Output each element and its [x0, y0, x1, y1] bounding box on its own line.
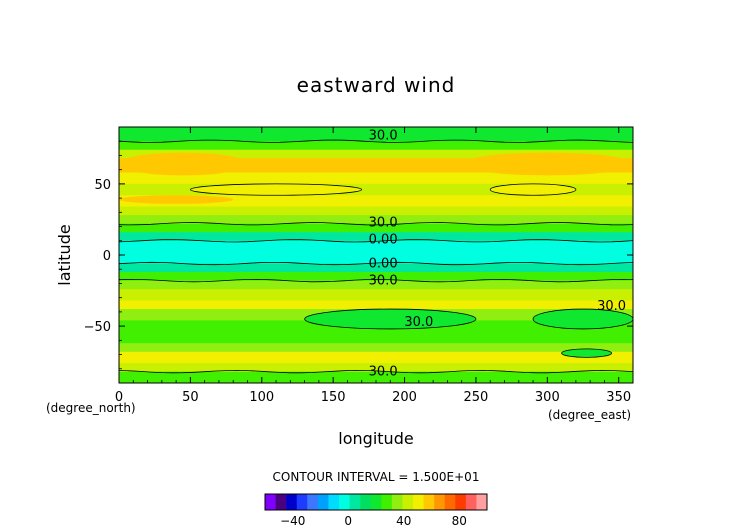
colorbar-swatch-9 [360, 494, 372, 510]
band-11 [119, 240, 633, 265]
heatmap-fill [119, 127, 633, 383]
colorbar-swatch-13 [402, 494, 414, 510]
band-4 [119, 172, 633, 185]
patch-2 [119, 195, 234, 204]
contour-line-1 [119, 222, 633, 226]
band-2 [119, 149, 633, 159]
colorbar [264, 493, 488, 511]
contour-label-3: 0.00 [369, 257, 398, 272]
band-23 [119, 371, 633, 383]
x-unit-label: (degree_east) [548, 408, 631, 422]
contour-label-4: 30.0 [369, 274, 398, 289]
colorbar-swatch-17 [444, 494, 456, 510]
band-15 [119, 289, 633, 302]
band-6 [119, 195, 633, 208]
contour-loop-1 [489, 183, 577, 196]
colorbar-swatch-1 [275, 494, 287, 510]
contour-line-5 [119, 369, 633, 374]
colorbar-swatch-16 [434, 494, 446, 510]
colorbar-swatch-15 [423, 494, 435, 510]
x-axis-label: longitude [338, 429, 413, 448]
band-22 [119, 363, 633, 373]
contour-line-3 [119, 261, 633, 266]
band-1 [119, 141, 633, 151]
x-tick-label-1: 50 [182, 390, 199, 405]
contour-line-4 [119, 278, 633, 283]
band-10 [119, 232, 633, 242]
patch-1 [461, 152, 633, 176]
y-axis: 50 0 −50 [84, 140, 633, 370]
x-tick-label-4: 200 [392, 390, 417, 405]
patch-0 [119, 152, 248, 176]
colorbar-swatch-20 [476, 494, 488, 510]
patch-4 [533, 309, 633, 329]
band-0 [119, 127, 633, 142]
band-12 [119, 263, 633, 273]
colorbar-swatch-7 [339, 494, 350, 510]
colorbar-swatch-3 [296, 494, 308, 510]
contour-label-2: 0.00 [369, 232, 398, 247]
colorbar-tick-1: 0 [344, 514, 352, 528]
band-7 [119, 206, 633, 216]
patch-3 [304, 309, 476, 329]
colorbar-swatch-12 [391, 494, 403, 510]
colorbar-swatch-6 [328, 494, 340, 510]
contour-line-0 [119, 139, 633, 143]
colorbar-swatch-14 [413, 494, 424, 510]
colorbar-ticks: −40 0 40 80 [280, 514, 467, 528]
x-axis: 0 50 100 150 200 250 300 350 [115, 127, 631, 405]
colorbar-swatch-4 [307, 494, 319, 510]
contour-label-6: 30.0 [597, 299, 626, 314]
band-8 [119, 215, 633, 225]
x-tick-label-3: 150 [321, 390, 346, 405]
colorbar-swatch-18 [455, 494, 467, 510]
contour-lines [119, 139, 633, 374]
band-19 [119, 331, 633, 344]
contour-label-5: 30.0 [404, 315, 433, 330]
contour-loop-4 [561, 348, 612, 358]
colorbar-swatch-8 [349, 494, 361, 510]
x-tick-label-2: 100 [249, 390, 274, 405]
chart-title: eastward wind [297, 73, 456, 97]
y-tick-label-2: −50 [84, 320, 111, 335]
colorbar-frame [264, 493, 488, 511]
contour-label-7: 30.0 [369, 365, 398, 380]
colorbar-tick-2: 40 [396, 514, 411, 528]
colorbar-swatch-2 [286, 494, 298, 510]
contour-label-0: 30.0 [369, 129, 398, 144]
x-tick-label-0: 0 [115, 390, 123, 405]
band-9 [119, 223, 633, 233]
band-13 [119, 272, 633, 282]
contour-label-layer: 30.0 30.0 0.00 0.00 30.0 30.0 30.0 30.0 [369, 129, 626, 380]
contour-loop-0 [189, 183, 363, 196]
colorbar-swatch-5 [317, 494, 329, 510]
y-unit-label: (degree_north) [46, 401, 136, 415]
x-tick-label-5: 250 [464, 390, 489, 405]
y-tick-label-1: 0 [103, 249, 111, 264]
band-21 [119, 351, 633, 364]
band-5 [119, 183, 633, 196]
y-tick-label-0: 50 [94, 178, 111, 193]
band-16 [119, 300, 633, 310]
patch-6 [190, 183, 362, 196]
colorbar-swatch-11 [381, 494, 393, 510]
x-tick-label-7: 350 [606, 390, 631, 405]
y-axis-label: latitude [55, 224, 74, 285]
contour-line-2 [119, 239, 633, 243]
band-14 [119, 280, 633, 290]
colorbar-swatch-19 [465, 494, 477, 510]
contour-interval-text: CONTOUR INTERVAL = 1.500E+01 [273, 470, 480, 484]
contour-label-1: 30.0 [369, 215, 398, 230]
patch-7 [490, 183, 576, 196]
x-tick-label-6: 300 [535, 390, 560, 405]
colorbar-swatch-0 [265, 494, 276, 510]
patch-5 [561, 348, 612, 358]
colorbar-swatch-10 [370, 494, 382, 510]
colorbar-tick-3: 80 [452, 514, 467, 528]
contour-loop-2 [304, 308, 477, 330]
colorbar-tick-0: −40 [280, 514, 305, 528]
band-20 [119, 343, 633, 353]
